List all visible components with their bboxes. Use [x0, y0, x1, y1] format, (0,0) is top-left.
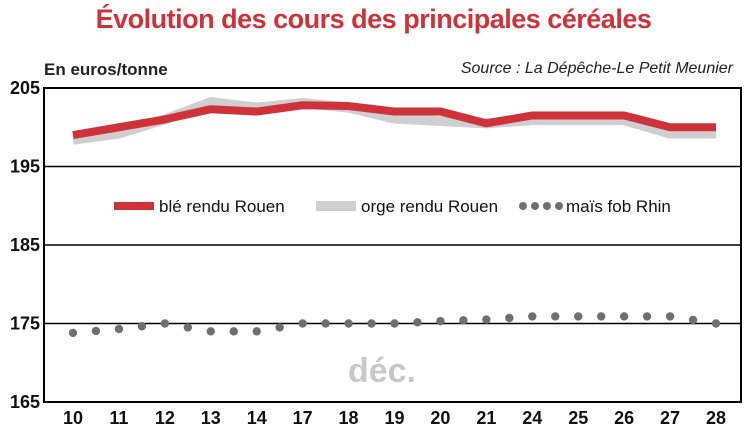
- series-point-mais: [252, 327, 261, 336]
- series-point-mais: [91, 326, 101, 336]
- y-tick-label: 195: [10, 157, 40, 177]
- legend-swatch-mais: [519, 202, 527, 210]
- series-point-mais: [688, 315, 698, 325]
- x-tick-label: 17: [293, 408, 313, 428]
- x-tick-label: 24: [522, 408, 542, 428]
- month-annotation: déc.: [348, 352, 416, 390]
- series-point-mais: [183, 323, 193, 332]
- plot-frame: [43, 87, 742, 403]
- series-point-mais: [206, 327, 215, 336]
- y-axis-label: En euros/tonne: [44, 60, 168, 79]
- series-line-ble: [72, 101, 716, 140]
- series-point-mais: [229, 327, 238, 336]
- series-point-mais: [367, 319, 376, 328]
- series-point-mais: [619, 312, 629, 321]
- series-point-mais: [459, 316, 468, 325]
- series-point-mais: [596, 312, 606, 321]
- x-tick-label: 19: [384, 408, 404, 428]
- series-point-mais: [298, 319, 307, 328]
- series-point-mais: [482, 315, 491, 324]
- series-point-mais: [528, 312, 537, 321]
- series-point-mais: [114, 324, 124, 334]
- source-note: Source : La Dépêche-Le Petit Meunier: [460, 60, 733, 77]
- x-tick-label: 28: [706, 408, 726, 428]
- series-point-mais: [390, 319, 399, 328]
- series-point-mais: [68, 328, 78, 338]
- x-tick-label: 20: [430, 408, 450, 428]
- series-point-mais: [321, 319, 330, 328]
- series-point-mais: [505, 313, 514, 323]
- x-tick-label: 14: [247, 408, 267, 428]
- series-point-mais: [574, 312, 583, 321]
- y-tick-label: 165: [10, 392, 40, 412]
- y-tick-label: 205: [10, 78, 40, 98]
- x-tick-label: 18: [339, 408, 359, 428]
- series-point-mais: [160, 319, 170, 328]
- y-tick-label: 175: [10, 314, 40, 334]
- x-tick-label: 12: [155, 408, 175, 428]
- x-tick-label: 21: [476, 408, 496, 428]
- series-point-mais: [413, 318, 422, 327]
- y-tick-labels: 165 175 185 195 205: [10, 78, 40, 412]
- series-point-mais: [137, 322, 147, 331]
- legend-swatch-mais: [555, 202, 563, 210]
- x-tick-label: 27: [660, 408, 680, 428]
- legend-label: orge rendu Rouen: [361, 197, 498, 216]
- legend-label: maïs fob Rhin: [566, 197, 671, 216]
- x-tick-label: 10: [63, 408, 83, 428]
- legend: blé rendu Rouen orge rendu Rouen maïs fob …: [114, 197, 671, 216]
- x-tick-label: 25: [568, 408, 588, 428]
- x-tick-label: 11: [109, 408, 128, 428]
- series-point-mais: [344, 319, 353, 328]
- series-point-mais: [275, 323, 284, 332]
- x-tick-label: 26: [614, 408, 634, 428]
- x-tick-label: 13: [201, 408, 221, 428]
- series-point-mais: [665, 312, 675, 321]
- series-point-mais: [436, 316, 445, 326]
- x-tick-labels: 10 11 12 13 14 17 18 19 20 21 24 25 26 27 28: [63, 408, 726, 428]
- series-layer: [68, 97, 721, 338]
- chart-title: Évolution des cours des principales céré…: [95, 4, 652, 34]
- series-point-mais: [551, 312, 560, 321]
- series-point-mais: [711, 319, 721, 328]
- legend-swatch-mais: [531, 202, 539, 210]
- series-point-mais: [642, 312, 652, 321]
- legend-swatch-mais: [543, 202, 551, 210]
- y-tick-label: 185: [10, 235, 40, 255]
- legend-label: blé rendu Rouen: [159, 197, 285, 216]
